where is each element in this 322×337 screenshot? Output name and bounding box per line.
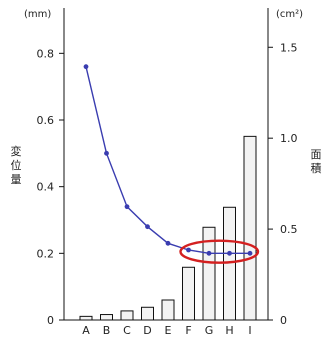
category-label: D — [143, 324, 151, 337]
right-tick-label: 1.5 — [280, 41, 298, 54]
right-axis-title-char: 面 — [311, 148, 322, 161]
left-tick-label: 0.8 — [37, 47, 55, 60]
point-D — [145, 224, 150, 230]
left-axis-title-char: 位 — [11, 158, 22, 172]
point-A — [83, 64, 89, 70]
point-F — [186, 247, 191, 253]
right-tick-label: 1.0 — [280, 132, 298, 145]
point-I — [247, 250, 253, 256]
bar-E — [161, 299, 175, 321]
category-label: E — [165, 324, 172, 337]
highlight-ellipse — [179, 239, 260, 264]
bar-D — [141, 306, 154, 321]
point-E — [165, 240, 171, 246]
left-tick-label: 0.6 — [37, 114, 55, 127]
category-label: H — [225, 324, 233, 337]
right-tick-label: 0.5 — [280, 223, 298, 236]
left-axis-title-char: 変 — [11, 144, 22, 158]
line-series — [83, 64, 260, 264]
point-H — [227, 250, 232, 256]
right-axis-title-char: 積 — [311, 161, 322, 175]
bar-group — [79, 135, 257, 321]
bar-I — [243, 135, 257, 321]
left-unit-label: (mm) — [24, 9, 51, 20]
bar-C — [120, 310, 134, 321]
category-label: F — [185, 324, 191, 337]
left-axis-title-char: 量 — [11, 173, 22, 186]
category-label: C — [123, 324, 131, 337]
bar-F — [182, 266, 195, 321]
point-C — [124, 204, 130, 210]
left-tick-label: 0.4 — [37, 181, 55, 194]
bar-A — [79, 315, 93, 321]
vertical-labels: 変位量 面積 — [11, 144, 322, 186]
category-label: B — [103, 324, 111, 337]
labels: (mm) (cm²) — [24, 9, 303, 20]
point-G — [206, 250, 212, 256]
axes: 0 0.2 0.4 0.6 0.8 0 0.5 1.0 1.5 A B C D E F G H I — [37, 8, 298, 337]
category-label: G — [205, 324, 214, 337]
right-tick-label: 0 — [280, 314, 287, 327]
bar-B — [100, 314, 113, 321]
left-tick-label: 0 — [47, 314, 54, 327]
left-tick-label: 0.2 — [37, 247, 55, 260]
category-label: I — [248, 324, 251, 337]
category-label: A — [82, 324, 90, 337]
right-unit-label: (cm²) — [276, 9, 303, 20]
point-B — [104, 150, 109, 156]
